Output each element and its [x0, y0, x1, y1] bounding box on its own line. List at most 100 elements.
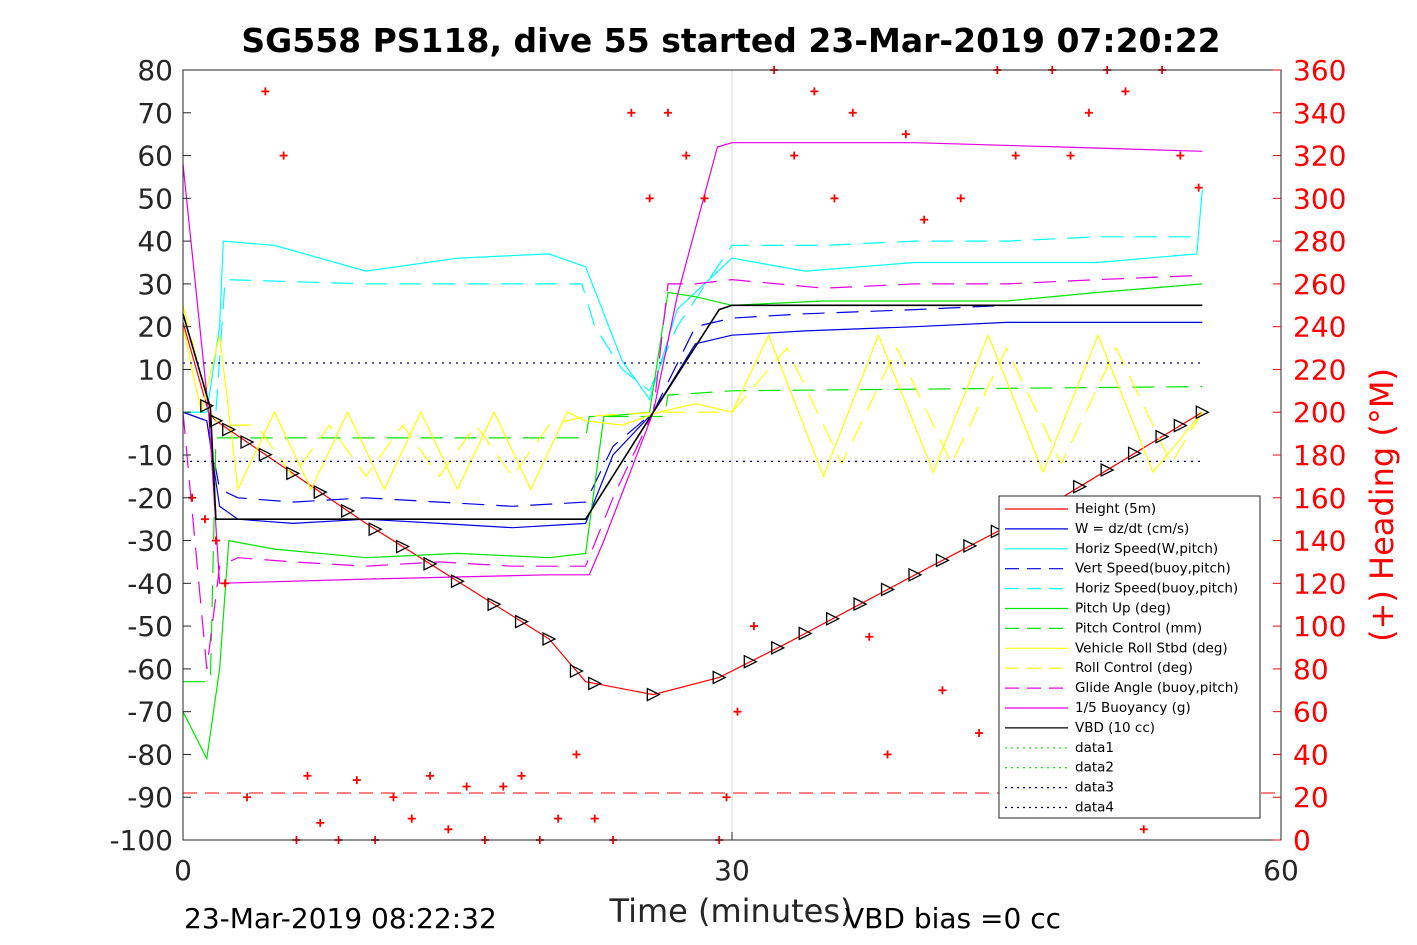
heading-point-6: [279, 151, 288, 160]
left-tick-label-9: -10: [127, 439, 173, 472]
heading-point-55: [1139, 825, 1148, 834]
heading-point-57: [1176, 151, 1185, 160]
left-tick-label-11: -30: [127, 525, 173, 558]
legend-label-7: Vehicle Roll Stbd (deg): [1075, 640, 1228, 656]
vbd-marker-8: [368, 522, 383, 537]
series-line-10: [182, 142, 1203, 584]
heading-point-28: [663, 108, 672, 117]
heading-point-1: [200, 515, 209, 524]
heading-point-34: [749, 622, 758, 631]
heading-point-22: [554, 814, 563, 823]
heading-point-26: [627, 108, 636, 117]
left-tick-label-18: -100: [109, 824, 173, 857]
legend-label-3: Vert Speed(buoy,pitch): [1075, 561, 1231, 577]
left-tick-label-14: -60: [127, 653, 173, 686]
heading-point-37: [810, 87, 819, 96]
heading-point-27: [645, 194, 654, 203]
vbd-marker-21: [798, 626, 813, 641]
x-tick-label-2: 60: [1263, 854, 1299, 887]
legend-label-0: Height (5m): [1075, 501, 1156, 517]
right-axis-label: (+) Heading (°M): [1363, 368, 1401, 642]
vbd-marker-17: [646, 687, 661, 702]
heading-point-42: [901, 130, 910, 139]
heading-point-5: [261, 87, 270, 96]
right-tick-label-4: 280: [1293, 225, 1346, 258]
legend-label-2: Horiz Speed(W,pitch): [1075, 541, 1218, 557]
left-tick-label-3: 50: [137, 182, 173, 215]
vbd-marker-18: [712, 670, 727, 685]
series-line-3: [182, 304, 1203, 507]
vbd-marker-20: [771, 640, 786, 655]
legend-label-4: Horiz Speed(buoy,pitch): [1075, 581, 1238, 597]
heading-point-9: [316, 818, 325, 827]
vbd-marker-23: [853, 597, 868, 612]
heading-point-3: [221, 579, 230, 588]
vbd-marker-12: [487, 597, 502, 612]
right-tick-label-8: 200: [1293, 396, 1346, 429]
series-line-5: [182, 283, 1203, 761]
legend-label-9: Glide Angle (buoy,pitch): [1075, 680, 1239, 696]
series-line-0: [182, 322, 1203, 696]
heading-point-39: [848, 108, 857, 117]
left-tick-label-10: -20: [127, 482, 173, 515]
vbd-marker-15: [569, 663, 584, 679]
left-tick-label-4: 40: [137, 225, 173, 258]
left-tick-label-12: -40: [127, 567, 173, 600]
right-tick-label-7: 220: [1293, 353, 1346, 386]
legend-label-13: data2: [1075, 760, 1114, 776]
vbd-marker-5: [286, 466, 301, 481]
vbd-marker-6: [313, 485, 328, 500]
heading-point-41: [883, 750, 892, 759]
heading-point-15: [426, 771, 435, 780]
legend-label-8: Roll Control (deg): [1075, 660, 1193, 676]
legend-label-1: W = dz/dt (cm/s): [1075, 521, 1189, 537]
series-line-9: [182, 274, 1203, 669]
heading-point-32: [722, 793, 731, 802]
left-tick-label-1: 70: [137, 97, 173, 130]
heading-point-17: [462, 782, 471, 791]
right-axis: 3603403203002802602402202001801601401201…: [1273, 54, 1346, 857]
heading-point-52: [1084, 108, 1093, 117]
right-tick-label-1: 340: [1293, 97, 1346, 130]
vbd-marker-13: [514, 614, 530, 629]
vbd-marker-25: [908, 567, 923, 582]
right-tick-label-5: 260: [1293, 268, 1346, 301]
vbd-marker-27: [963, 538, 978, 553]
heading-point-14: [407, 814, 416, 823]
vbd-marker-2: [222, 422, 237, 437]
heading-point-4: [243, 793, 252, 802]
series-line-1: [182, 321, 1203, 529]
vbd-marker-7: [341, 503, 356, 518]
left-axis: 80 70 60 50 40 30 20 10 0 -10 -20 -30 -40 -50 -60 -70 -8…: [109, 54, 191, 857]
right-tick-label-16: 40: [1293, 738, 1329, 771]
right-tick-label-15: 60: [1293, 696, 1329, 729]
vbd-marker-19: [743, 654, 758, 669]
right-tick-label-14: 80: [1293, 653, 1329, 686]
heading-point-43: [920, 215, 929, 224]
legend-label-12: data1: [1075, 740, 1114, 756]
vbd-marker-4: [258, 447, 273, 462]
chart-title: SG558 PS118, dive 55 started 23-Mar-2019…: [241, 21, 1220, 60]
vbd-marker-14: [542, 631, 557, 646]
vbd-marker-10: [423, 556, 438, 571]
heading-point-48: [1011, 151, 1020, 160]
series-line-2: [183, 189, 1203, 413]
left-tick-label-0: 80: [137, 54, 173, 87]
heading-point-20: [517, 771, 526, 780]
heading-point-36: [790, 151, 799, 160]
vbd-marker-32: [1100, 462, 1115, 478]
right-tick-label-3: 300: [1293, 182, 1346, 215]
heading-point-51: [1066, 151, 1075, 160]
vbd-marker-3: [240, 435, 255, 450]
right-tick-label-2: 320: [1293, 140, 1346, 173]
vbd-marker-11: [450, 574, 465, 589]
heading-point-11: [352, 776, 361, 785]
right-tick-label-11: 140: [1293, 525, 1346, 558]
legend-label-11: VBD (10 cc): [1075, 720, 1155, 736]
vbd-triangle-marker-layer: [200, 398, 1210, 702]
heading-point-33: [733, 707, 742, 716]
x-tick-label-0: 0: [174, 854, 192, 887]
vbd-marker-22: [826, 611, 841, 626]
heading-point-46: [975, 729, 984, 738]
